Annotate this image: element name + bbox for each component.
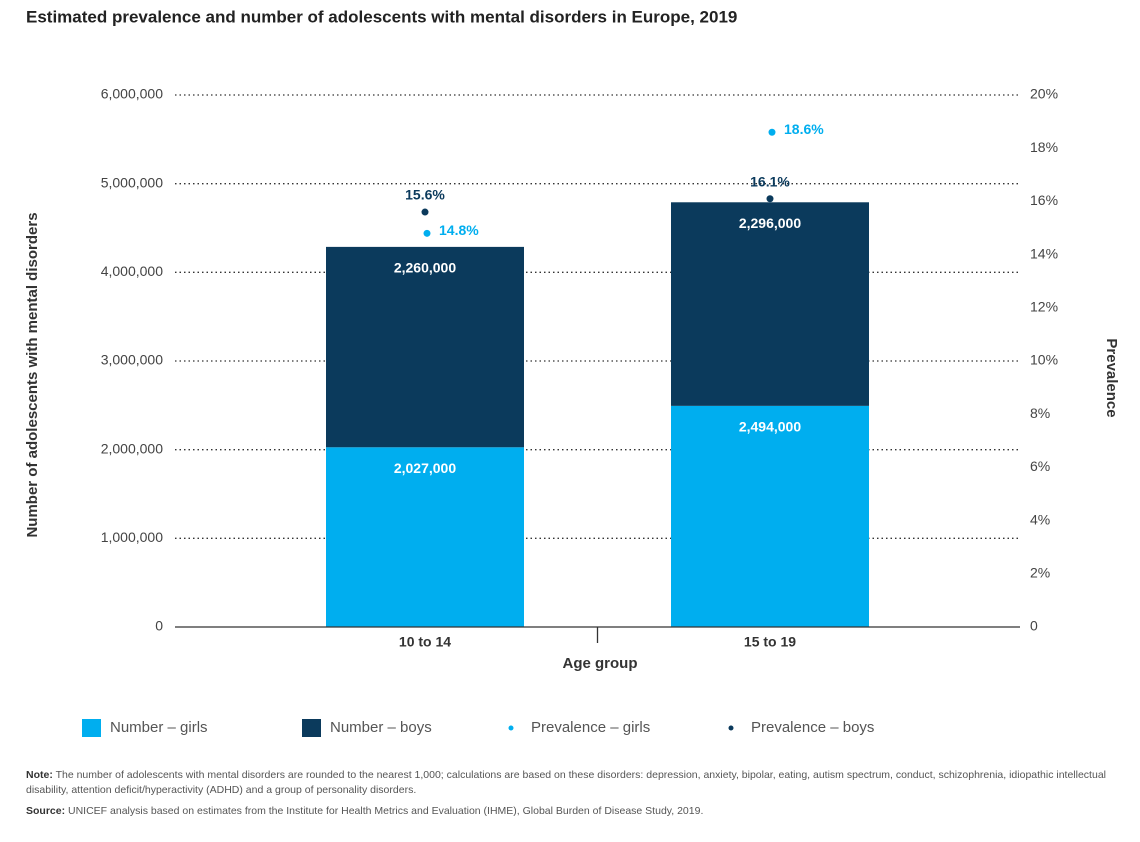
chart-title: Estimated prevalence and number of adole… bbox=[26, 7, 737, 26]
legend-label: Prevalence – girls bbox=[531, 719, 650, 736]
y2-tick-label: 12% bbox=[1030, 299, 1058, 315]
y2-tick-label: 10% bbox=[1030, 352, 1058, 368]
x-tick-label: 10 to 14 bbox=[399, 634, 451, 650]
y-tick-label: 2,000,000 bbox=[101, 440, 163, 456]
y2-tick-label: 2% bbox=[1030, 565, 1050, 581]
prevalence-label: 16.1% bbox=[750, 173, 790, 189]
note-text: UNICEF analysis based on estimates from … bbox=[68, 805, 704, 817]
legend-marker bbox=[508, 725, 514, 731]
legend-marker bbox=[728, 725, 734, 731]
y2-tick-label: 8% bbox=[1030, 405, 1050, 421]
y2-tick-label: 20% bbox=[1030, 86, 1058, 102]
note: Note: The number of adolescents with men… bbox=[26, 768, 1116, 798]
bar bbox=[671, 202, 869, 406]
bar bbox=[326, 447, 524, 627]
bar-value-label: 2,260,000 bbox=[394, 260, 456, 276]
note-text: The number of adolescents with mental di… bbox=[26, 769, 1106, 796]
legend-label: Number – girls bbox=[110, 719, 208, 736]
legend-label: Prevalence – boys bbox=[751, 719, 874, 736]
bar bbox=[326, 246, 524, 448]
note: Source: UNICEF analysis based on estimat… bbox=[26, 804, 1116, 819]
x-axis-title: Age group bbox=[563, 655, 638, 672]
x-tick-label: 15 to 19 bbox=[744, 634, 796, 650]
legend-marker bbox=[82, 719, 101, 737]
note-label: Note: bbox=[26, 769, 53, 781]
y2-tick-label: 18% bbox=[1030, 139, 1058, 155]
legend-marker bbox=[302, 719, 321, 737]
prevalence-dot bbox=[423, 229, 431, 237]
y2-tick-label: 0 bbox=[1030, 618, 1038, 634]
legend-label: Number – boys bbox=[330, 719, 432, 736]
y2-tick-label: 6% bbox=[1030, 458, 1050, 474]
y-tick-label: 1,000,000 bbox=[101, 529, 163, 545]
note-label: Source: bbox=[26, 805, 66, 817]
y2-tick-label: 16% bbox=[1030, 192, 1058, 208]
prevalence-label: 18.6% bbox=[784, 121, 824, 137]
y-tick-label: 3,000,000 bbox=[101, 352, 163, 368]
prevalence-dot bbox=[768, 128, 776, 136]
y-tick-label: 6,000,000 bbox=[101, 86, 163, 102]
prevalence-label: 15.6% bbox=[405, 187, 445, 203]
prevalence-dot bbox=[766, 195, 774, 203]
y2-axis-title: Prevalence bbox=[1103, 338, 1120, 417]
chart: Estimated prevalence and number of adole… bbox=[24, 7, 1120, 737]
prevalence-dot bbox=[421, 208, 429, 216]
y-tick-label: 0 bbox=[155, 618, 163, 634]
prevalence-label: 14.8% bbox=[439, 222, 479, 238]
bar-value-label: 2,296,000 bbox=[739, 215, 801, 231]
y-tick-label: 5,000,000 bbox=[101, 174, 163, 190]
y-axis-title: Number of adolescents with mental disord… bbox=[24, 212, 41, 537]
bar-value-label: 2,027,000 bbox=[394, 460, 456, 476]
bar-value-label: 2,494,000 bbox=[739, 419, 801, 435]
bar bbox=[671, 405, 869, 627]
notes: Note: The number of adolescents with men… bbox=[26, 768, 1116, 825]
y-tick-label: 4,000,000 bbox=[101, 263, 163, 279]
y2-tick-label: 4% bbox=[1030, 511, 1050, 527]
y2-tick-label: 14% bbox=[1030, 245, 1058, 261]
